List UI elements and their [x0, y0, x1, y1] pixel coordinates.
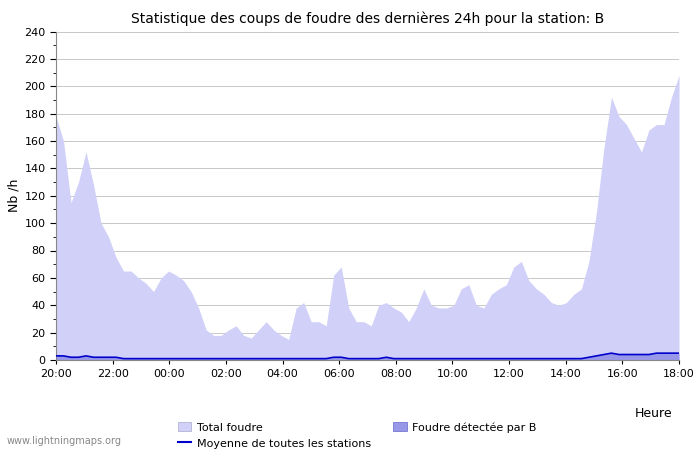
Title: Statistique des coups de foudre des dernières 24h pour la station: B: Statistique des coups de foudre des dern…	[131, 12, 604, 26]
Legend: Total foudre, Moyenne de toutes les stations, Foudre détectée par B: Total foudre, Moyenne de toutes les stat…	[174, 418, 541, 450]
Text: Heure: Heure	[634, 407, 672, 420]
Y-axis label: Nb /h: Nb /h	[7, 179, 20, 212]
Text: www.lightningmaps.org: www.lightningmaps.org	[7, 436, 122, 446]
